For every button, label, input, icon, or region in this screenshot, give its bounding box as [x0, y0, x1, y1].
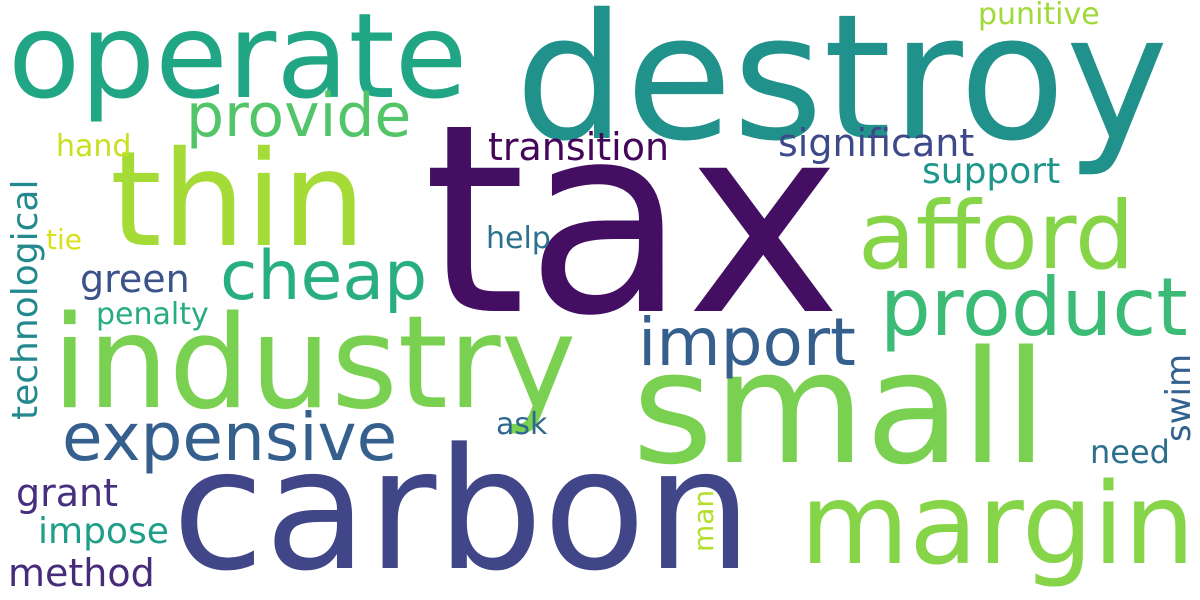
word-significant: significant [778, 121, 975, 165]
word-cheap: cheap [220, 237, 428, 316]
word-small: small [632, 317, 1048, 499]
word-expensive: expensive [62, 399, 398, 476]
word-provide: provide [186, 81, 412, 151]
word-green: green [80, 257, 190, 301]
word-impose: impose [38, 511, 169, 552]
word-product: product [880, 261, 1188, 354]
word-carbon: carbon [172, 412, 753, 600]
word-help: help [486, 221, 551, 256]
word-import: import [638, 304, 856, 381]
word-grant: grant [16, 471, 119, 515]
word-man: man [687, 489, 720, 552]
word-operate: operate [8, 0, 468, 125]
word-method: method [8, 551, 155, 595]
word-need: need [1090, 433, 1170, 471]
word-tie: tie [46, 223, 82, 256]
word-swim: swim [1159, 353, 1199, 442]
word-industry: industry [52, 289, 577, 438]
word-destroy: destroy [515, 0, 1169, 180]
word-penalty: penalty [96, 297, 209, 332]
word-afford: afford [858, 182, 1135, 291]
word-support: support [922, 151, 1061, 192]
word-thin: thin [110, 123, 366, 277]
word-margin: margin [800, 460, 1196, 590]
word-ask: ask [496, 407, 548, 442]
word-tax: tax [423, 68, 842, 373]
word-technological: technological [5, 179, 46, 420]
word-punitive: punitive [978, 0, 1100, 32]
word-hand: hand [56, 129, 132, 164]
word-transition: transition [488, 125, 670, 169]
